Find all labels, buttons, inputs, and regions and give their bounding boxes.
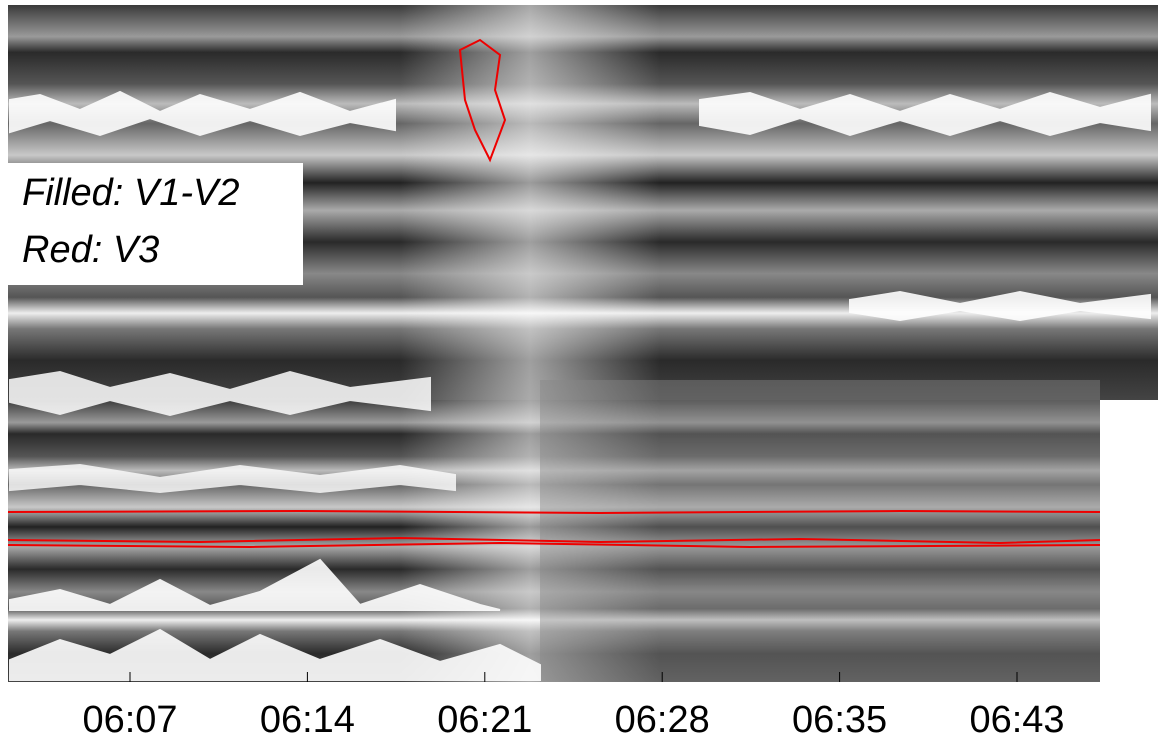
legend-box [0,163,303,285]
x-tick-label: 06:14 [260,699,355,741]
red-contours [7,38,1101,549]
x-tick-label: 06:28 [615,699,710,741]
legend-text: Red: V3 [22,229,159,271]
filled-contours [9,90,1151,681]
x-tick-label: 06:43 [969,699,1064,741]
legend-text: Filled: V1-V2 [22,172,240,214]
x-tick-label: 06:21 [437,699,532,741]
x-tick-label: 06:35 [792,699,887,741]
x-tick-label: 06:07 [82,699,177,741]
